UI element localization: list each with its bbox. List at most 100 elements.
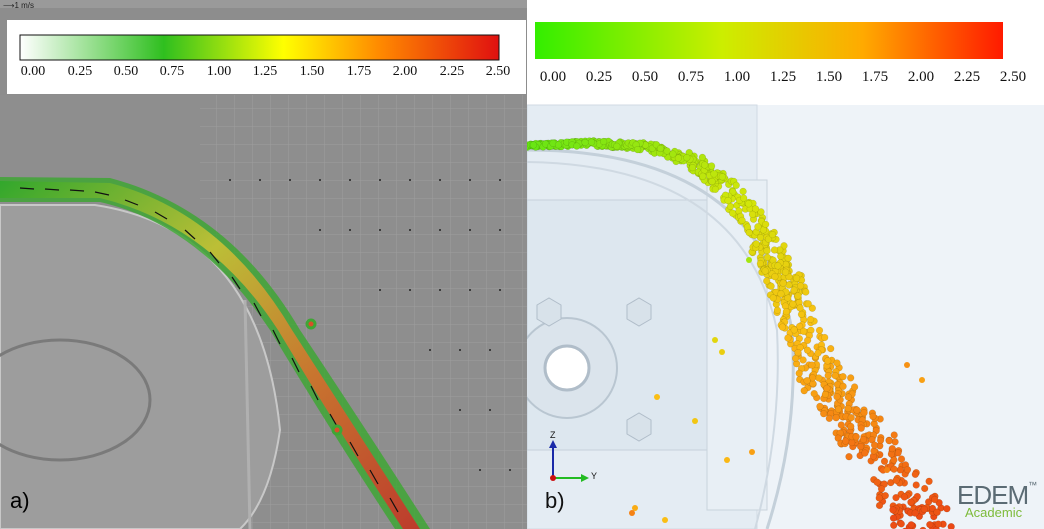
- particle: [897, 520, 905, 528]
- axis-z-label: Z: [550, 430, 556, 440]
- particle: [683, 154, 691, 162]
- particle: [825, 414, 833, 423]
- particle: [821, 390, 830, 399]
- particle: [903, 466, 912, 474]
- particle: [767, 282, 775, 290]
- particle: [827, 344, 835, 353]
- particle: [688, 163, 697, 172]
- particle: [795, 322, 804, 331]
- particle-cloud: [527, 137, 955, 529]
- particle: [738, 216, 746, 225]
- particle: [784, 294, 792, 302]
- particle: [804, 300, 812, 308]
- particle: [692, 418, 698, 424]
- particle: [931, 495, 939, 504]
- particle: [754, 223, 762, 231]
- particle: [880, 457, 889, 465]
- particle: [857, 424, 865, 432]
- particle: [663, 147, 671, 155]
- particle: [869, 412, 877, 421]
- particle: [629, 510, 635, 516]
- particle: [707, 162, 716, 170]
- edem-logo-subtitle: Academic: [965, 505, 1023, 520]
- particle: [934, 520, 942, 528]
- particle: [784, 334, 792, 342]
- particle: [847, 374, 855, 382]
- particle: [581, 138, 589, 147]
- particle: [613, 142, 621, 150]
- particle: [816, 402, 824, 411]
- particle: [891, 438, 899, 446]
- particle: [803, 336, 812, 345]
- particle: [907, 498, 915, 506]
- particle: [781, 268, 790, 276]
- edem-academic-logo: EDEM™ Academic: [957, 480, 1037, 520]
- particle: [724, 457, 730, 463]
- particle: [654, 394, 660, 400]
- particle: [712, 337, 718, 343]
- particle: [850, 383, 859, 391]
- panel-b-label: b): [545, 488, 565, 513]
- particle: [710, 170, 718, 178]
- particle: [756, 233, 765, 242]
- particle: [890, 456, 898, 464]
- particle: [875, 501, 884, 510]
- particle: [853, 406, 861, 414]
- particle: [808, 374, 817, 382]
- particle: [777, 290, 785, 298]
- particle: [852, 433, 860, 441]
- particle: [656, 144, 665, 153]
- colorbar-b-tick: 0.00: [539, 69, 567, 85]
- particle: [890, 465, 898, 473]
- particle: [881, 491, 889, 500]
- particle: [778, 323, 787, 331]
- particle: [803, 377, 811, 385]
- particle: [926, 520, 934, 529]
- particle: [900, 493, 909, 501]
- particle: [718, 173, 726, 181]
- particle: [529, 141, 538, 149]
- particle: [875, 494, 883, 502]
- colorbar-a-tick: 0.00: [20, 64, 46, 79]
- particle: [808, 304, 816, 312]
- particle: [912, 481, 920, 489]
- particle: [796, 282, 805, 290]
- particle: [824, 371, 832, 380]
- particle: [789, 300, 797, 308]
- particle: [764, 235, 773, 243]
- particle: [841, 437, 850, 445]
- particle: [763, 247, 771, 255]
- particle: [794, 292, 802, 300]
- axis-y-label: Y: [591, 471, 598, 481]
- particle: [745, 228, 753, 237]
- particle: [890, 521, 898, 529]
- particle: [897, 455, 906, 463]
- particle: [839, 373, 847, 381]
- particle: [803, 346, 812, 354]
- simulation-particle-field: [527, 22, 1044, 529]
- particle: [748, 210, 757, 219]
- colorbar-b-tick: 1.75: [861, 69, 889, 85]
- particle: [820, 410, 828, 418]
- particle: [907, 521, 915, 529]
- particle: [892, 493, 900, 502]
- particle: [768, 230, 777, 239]
- particle: [925, 477, 933, 485]
- particle: [662, 517, 668, 523]
- colorbar-a-tick: 1.50: [299, 64, 325, 79]
- particle: [892, 476, 900, 484]
- particle: [856, 442, 865, 451]
- particle: [834, 405, 843, 413]
- particle: [814, 349, 822, 357]
- colorbar-a-tick: 2.00: [392, 64, 418, 79]
- particle: [815, 374, 823, 382]
- colorbar-b-tick: 0.50: [631, 69, 659, 85]
- colorbar-a-tick: 1.25: [252, 64, 278, 79]
- colorbar-b-tick: 2.25: [953, 69, 981, 85]
- particle: [751, 205, 760, 213]
- colorbar-a-tick: 0.75: [159, 64, 185, 79]
- particle: [795, 369, 803, 377]
- particle: [810, 389, 818, 398]
- colorbar-a-tick: 2.50: [485, 64, 511, 79]
- reference-vector-label: ⟶1 m/s: [3, 1, 35, 10]
